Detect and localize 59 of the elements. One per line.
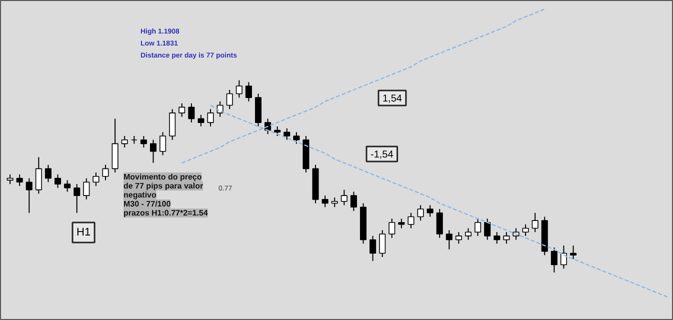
candlestick bbox=[293, 132, 300, 144]
candlestick bbox=[370, 235, 376, 262]
candlestick bbox=[160, 132, 166, 156]
candlestick bbox=[102, 164, 109, 181]
annotation: H1 bbox=[76, 226, 91, 238]
candlestick bbox=[130, 135, 138, 144]
candlestick bbox=[398, 218, 405, 229]
candlestick bbox=[436, 208, 443, 238]
annotation: M30 - 77/100 bbox=[124, 200, 172, 208]
annotation: prazos H1:0.77*2=1.54 bbox=[124, 208, 208, 218]
annotation: negativo bbox=[124, 190, 157, 200]
candlestick bbox=[121, 135, 128, 148]
candlestick bbox=[169, 108, 176, 140]
candlestick bbox=[570, 245, 577, 260]
annotation: Movimento do preço bbox=[124, 172, 202, 182]
candlestick bbox=[226, 89, 233, 110]
candlestick bbox=[284, 128, 290, 140]
candlestick bbox=[522, 224, 529, 236]
candlestick bbox=[35, 156, 42, 194]
candlestick bbox=[92, 172, 100, 186]
candlestick bbox=[532, 212, 538, 233]
candlestick bbox=[474, 218, 482, 236]
candlestick bbox=[178, 102, 186, 118]
candlestick bbox=[6, 174, 14, 185]
candlestick bbox=[446, 230, 452, 250]
candlestick bbox=[207, 108, 214, 127]
annotation: -1,54 bbox=[370, 150, 394, 160]
candlestick bbox=[560, 245, 567, 270]
candlestick bbox=[417, 204, 424, 222]
candlestick bbox=[322, 195, 328, 208]
candlestick bbox=[426, 204, 434, 218]
candlestick bbox=[74, 184, 80, 214]
candlestick bbox=[408, 212, 414, 229]
candlestick bbox=[388, 218, 396, 238]
candlestick bbox=[550, 246, 558, 273]
candlestick bbox=[464, 228, 472, 240]
candlestick bbox=[54, 174, 62, 188]
candlestick bbox=[350, 191, 357, 212]
candlestick bbox=[274, 126, 281, 136]
candlestick bbox=[331, 196, 338, 208]
candlestick bbox=[16, 174, 23, 186]
candlestick bbox=[379, 230, 386, 258]
candlestick bbox=[150, 139, 156, 164]
candlestick bbox=[83, 178, 90, 200]
annotation: de 77 pips para valor bbox=[124, 182, 204, 190]
candlestick bbox=[455, 232, 462, 244]
candlestick bbox=[484, 218, 491, 240]
annotation: 1,54 bbox=[382, 94, 402, 104]
candlestick bbox=[188, 102, 195, 124]
candlestick bbox=[198, 114, 204, 127]
candlestick bbox=[245, 82, 252, 102]
candlestick bbox=[44, 164, 52, 183]
candlestick bbox=[340, 189, 348, 206]
candlestick bbox=[64, 180, 71, 192]
candlestick bbox=[140, 135, 147, 148]
candlestick bbox=[494, 232, 500, 244]
candlestick bbox=[26, 178, 32, 214]
candlestick bbox=[503, 232, 510, 244]
candlestick bbox=[236, 80, 242, 98]
